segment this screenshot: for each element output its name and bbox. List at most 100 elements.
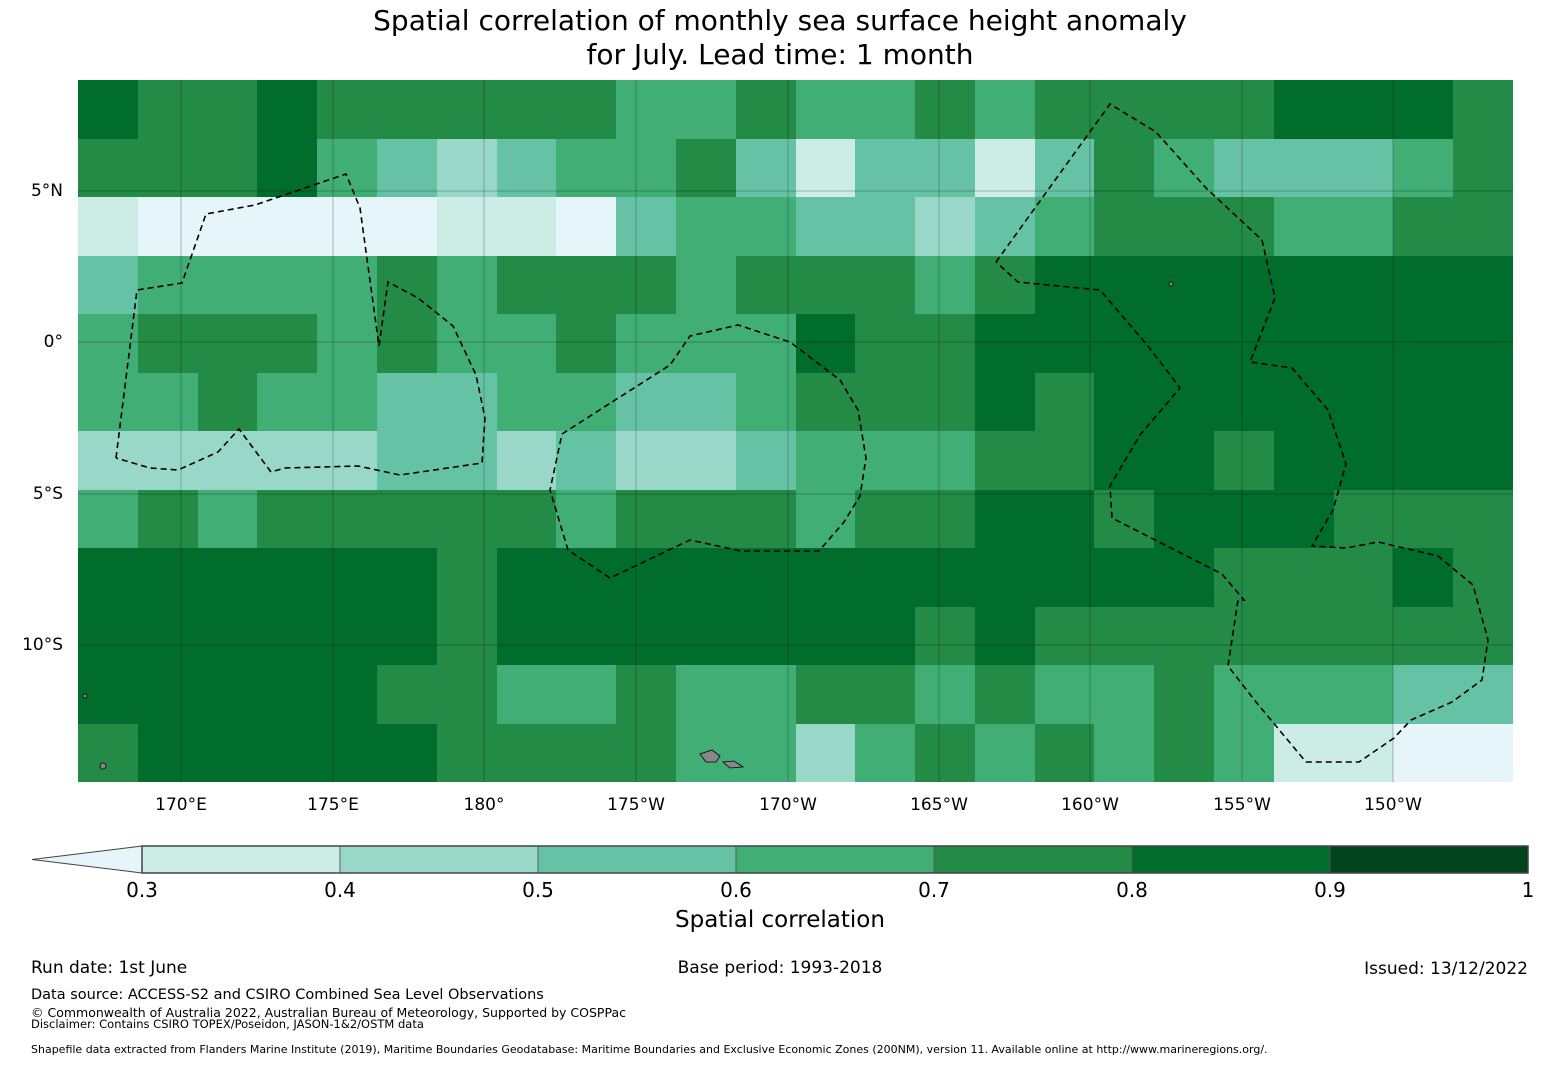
- lon-tick-label: 180°: [463, 795, 505, 815]
- heatmap-cell: [915, 548, 977, 608]
- heatmap-cell: [1034, 723, 1096, 782]
- heatmap-cell: [1453, 314, 1513, 374]
- heatmap-cell: [257, 255, 319, 316]
- heatmap-cell: [376, 197, 439, 257]
- heatmap-cell: [78, 723, 140, 782]
- heatmap-cell: [436, 606, 498, 667]
- heatmap-cell: [1393, 80, 1455, 140]
- heatmap-cell: [436, 548, 498, 608]
- heatmap-cell: [915, 723, 977, 782]
- graticule: [78, 80, 1513, 782]
- heatmap-cell: [436, 665, 498, 725]
- heatmap-cell: [1094, 723, 1156, 782]
- heatmap-cell: [974, 197, 1037, 257]
- heatmap-cell: [376, 723, 439, 782]
- heatmap-cell: [1333, 314, 1395, 374]
- heatmap-cell: [376, 489, 439, 550]
- data-source: Data source: ACCESS-S2 and CSIRO Combine…: [31, 987, 544, 1003]
- heatmap-cell: [556, 372, 618, 433]
- heatmap-cell: [1273, 723, 1336, 782]
- heatmap-cell: [1333, 606, 1395, 667]
- heatmap-cell: [257, 372, 319, 433]
- heatmap-cell: [137, 80, 199, 140]
- island-savaii: [699, 749, 721, 763]
- heatmap-cell: [735, 431, 797, 491]
- heatmap-cell: [616, 606, 678, 667]
- heatmap-cell: [675, 255, 738, 316]
- heatmap-cell: [855, 665, 917, 725]
- heatmap-cell: [1034, 372, 1096, 433]
- issued-date: Issued: 13/12/2022: [1364, 959, 1528, 979]
- heatmap-cell: [795, 372, 857, 433]
- heatmap-cell: [1154, 431, 1216, 491]
- colorbar-tick-label: 0.8: [1116, 878, 1148, 902]
- heatmap-cell: [1333, 723, 1395, 782]
- heatmap-cell: [915, 255, 977, 316]
- heatmap-cell: [675, 606, 738, 667]
- heatmap-cell: [1393, 138, 1455, 199]
- heatmap-cell: [436, 489, 498, 550]
- colorbar-segment: [141, 845, 341, 874]
- base-period: Base period: 1993-2018: [677, 958, 883, 978]
- heatmap-cell: [1034, 665, 1096, 725]
- heatmap-cell: [317, 255, 379, 316]
- heatmap-cell: [1214, 723, 1276, 782]
- heatmap-cell: [1273, 665, 1336, 725]
- colorbar-tick-label: 0.4: [324, 878, 356, 902]
- heatmap-cell: [1333, 665, 1395, 725]
- heatmap-cell: [376, 138, 439, 199]
- heatmap-cell: [257, 606, 319, 667]
- heatmap-cell: [1034, 431, 1096, 491]
- copyright: © Commonwealth of Australia 2022, Austra…: [31, 1005, 626, 1020]
- heatmap-cell: [675, 548, 738, 608]
- lat-tick-label: 5°S: [32, 484, 63, 504]
- heatmap-cell: [137, 723, 199, 782]
- heatmap-cell: [915, 197, 977, 257]
- heatmap-cell: [137, 606, 199, 667]
- heatmap-cell: [317, 723, 379, 782]
- heatmap-cell: [795, 548, 857, 608]
- heatmap-cell: [436, 314, 498, 374]
- heatmap-cell: [1034, 138, 1096, 199]
- heatmap-cell: [1034, 314, 1096, 374]
- lon-tick-label: 175°E: [307, 795, 359, 815]
- heatmap-cell: [1034, 197, 1096, 257]
- heatmap-cell: [1393, 197, 1455, 257]
- heatmap-cell: [436, 372, 498, 433]
- heatmap-cell: [735, 255, 797, 316]
- heatmap-cell: [675, 431, 738, 491]
- correlation-map: [78, 80, 1513, 782]
- heatmap-cell: [915, 314, 977, 374]
- heatmap-cell: [855, 548, 917, 608]
- heatmap-cell: [197, 138, 259, 199]
- heatmap-cell: [556, 138, 618, 199]
- lon-tick-label: 155°W: [1213, 795, 1271, 815]
- heatmap-cell: [317, 372, 379, 433]
- heatmap-cell: [1273, 255, 1336, 316]
- heatmap-cell: [735, 489, 797, 550]
- heatmap-cell: [1453, 255, 1513, 316]
- heatmap-cell: [137, 548, 199, 608]
- lat-tick-label: 10°S: [22, 635, 63, 655]
- heatmap-cell: [1453, 138, 1513, 199]
- heatmap-cell: [1273, 197, 1336, 257]
- heatmap-cell: [1214, 197, 1276, 257]
- heatmap-cell: [197, 665, 259, 725]
- heatmap-cell: [735, 138, 797, 199]
- heatmap-cell: [1333, 255, 1395, 316]
- heatmap-cell: [1154, 489, 1216, 550]
- heatmap-cell: [1094, 489, 1156, 550]
- heatmap-cell: [616, 665, 678, 725]
- heatmap-cell: [1214, 489, 1276, 550]
- heatmap-cell: [376, 606, 439, 667]
- heatmap-cell: [1333, 548, 1395, 608]
- heatmap-cell: [795, 723, 857, 782]
- colorbar-tick-label: 0.5: [522, 878, 554, 902]
- heatmap-cell: [496, 80, 558, 140]
- heatmap-cell: [436, 431, 498, 491]
- heatmap-cell: [974, 431, 1037, 491]
- heatmap-cell: [197, 255, 259, 316]
- heatmap-cell: [974, 372, 1037, 433]
- heatmap-cell: [1273, 314, 1336, 374]
- heatmap-cell: [1273, 80, 1336, 140]
